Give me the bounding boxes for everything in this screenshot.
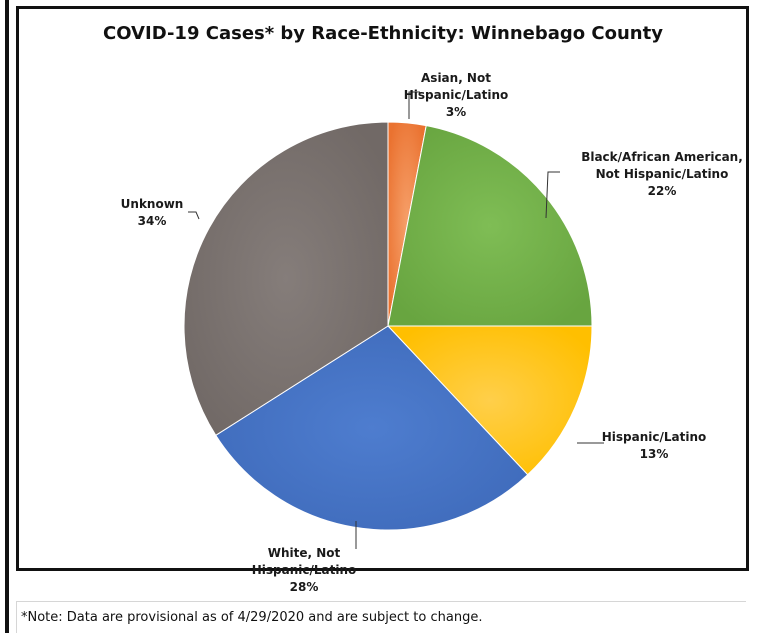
label-black-text: Black/African American,: [581, 150, 743, 164]
label-white-text: Hispanic/Latino: [252, 563, 357, 577]
pie-labels: Asian, Not Hispanic/Latino 3% Black/African…: [121, 71, 743, 594]
label-unknown-leader-line: [188, 211, 200, 220]
pie-slices: [183, 121, 593, 531]
slice-black: [387, 125, 593, 327]
chart-title: COVID-19 Cases* by Race-Ethnicity: Winne…: [103, 23, 663, 44]
label-hispanic-text: Hispanic/Latino: [602, 430, 707, 444]
footnote: *Note: Data are provisional as of 4/29/2…: [21, 610, 483, 625]
label-asian-percent: 3%: [446, 105, 466, 119]
left-edge-border: [0, 0, 9, 633]
note-box: [16, 601, 746, 633]
label-asian-leader-line: [408, 91, 420, 119]
label-asian-text: Asian, Not: [421, 71, 491, 85]
label-black-text: Not Hispanic/Latino: [596, 167, 729, 181]
label-white-text: White, Not: [268, 546, 341, 560]
slice-hispanic: [386, 325, 593, 476]
slice-white: [215, 325, 529, 531]
label-hispanic-percent: 13%: [640, 447, 669, 461]
label-asian-text: Hispanic/Latino: [404, 88, 509, 102]
label-black-leader-line: [545, 171, 560, 219]
label-unknown-percent: 34%: [138, 214, 167, 228]
label-white-percent: 28%: [290, 580, 319, 594]
slice-unknown: [183, 121, 389, 437]
label-black-percent: 22%: [648, 184, 677, 198]
label-unknown-text: Unknown: [121, 197, 184, 211]
